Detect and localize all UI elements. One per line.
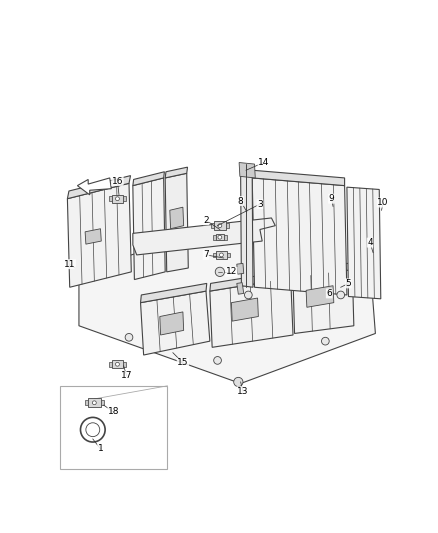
- Polygon shape: [214, 221, 226, 230]
- Polygon shape: [231, 298, 258, 321]
- Polygon shape: [170, 207, 184, 229]
- Polygon shape: [213, 253, 216, 257]
- Polygon shape: [109, 362, 112, 367]
- Polygon shape: [216, 234, 224, 240]
- Circle shape: [219, 253, 223, 257]
- Polygon shape: [112, 195, 123, 203]
- Polygon shape: [165, 167, 187, 178]
- Text: 3: 3: [257, 199, 263, 208]
- Bar: [60, 386, 167, 469]
- Polygon shape: [224, 235, 227, 239]
- Polygon shape: [226, 223, 229, 228]
- Text: 8: 8: [238, 197, 244, 206]
- Polygon shape: [67, 175, 131, 199]
- Circle shape: [321, 337, 329, 345]
- Circle shape: [234, 377, 243, 386]
- Polygon shape: [237, 263, 244, 274]
- Polygon shape: [100, 400, 103, 405]
- Polygon shape: [133, 172, 164, 185]
- Text: 13: 13: [237, 387, 249, 395]
- Circle shape: [215, 267, 224, 277]
- Polygon shape: [237, 282, 244, 294]
- Text: 4: 4: [367, 238, 373, 247]
- Text: 11: 11: [64, 260, 75, 269]
- Polygon shape: [109, 196, 112, 201]
- Polygon shape: [78, 178, 111, 195]
- Text: 5: 5: [346, 279, 351, 288]
- Circle shape: [214, 357, 221, 364]
- Polygon shape: [211, 223, 214, 228]
- Polygon shape: [67, 183, 131, 287]
- Polygon shape: [252, 178, 347, 295]
- Circle shape: [218, 235, 222, 239]
- Polygon shape: [216, 251, 227, 259]
- Polygon shape: [133, 218, 276, 255]
- Polygon shape: [227, 253, 230, 257]
- Polygon shape: [141, 291, 210, 355]
- Text: 10: 10: [378, 198, 389, 207]
- Circle shape: [92, 401, 96, 405]
- Polygon shape: [85, 400, 88, 405]
- Text: 14: 14: [258, 158, 269, 167]
- Text: 15: 15: [177, 358, 189, 367]
- Polygon shape: [347, 187, 381, 299]
- Polygon shape: [293, 270, 354, 334]
- Text: 1: 1: [98, 445, 103, 454]
- Circle shape: [218, 224, 222, 228]
- Polygon shape: [88, 398, 100, 407]
- Text: 6: 6: [326, 289, 332, 298]
- Polygon shape: [79, 230, 375, 384]
- Text: 9: 9: [328, 194, 334, 203]
- Circle shape: [116, 362, 120, 366]
- Polygon shape: [133, 178, 165, 280]
- Text: 16: 16: [112, 176, 123, 185]
- Text: 18: 18: [108, 408, 119, 416]
- Polygon shape: [165, 173, 188, 272]
- Text: 12: 12: [226, 268, 237, 276]
- Polygon shape: [123, 196, 126, 201]
- Polygon shape: [213, 235, 216, 239]
- Polygon shape: [293, 263, 353, 278]
- Circle shape: [116, 197, 120, 200]
- Polygon shape: [240, 175, 253, 287]
- Polygon shape: [85, 229, 101, 244]
- Polygon shape: [210, 270, 291, 291]
- Polygon shape: [141, 284, 207, 303]
- Text: 2: 2: [203, 216, 209, 225]
- Circle shape: [244, 291, 252, 299]
- Text: 17: 17: [121, 372, 132, 381]
- Polygon shape: [210, 278, 293, 348]
- Circle shape: [125, 334, 133, 341]
- Polygon shape: [239, 163, 255, 178]
- Polygon shape: [123, 362, 126, 367]
- Text: 7: 7: [203, 251, 209, 260]
- Polygon shape: [112, 360, 123, 368]
- Polygon shape: [160, 312, 184, 335]
- Polygon shape: [252, 170, 345, 185]
- Circle shape: [337, 291, 345, 299]
- Polygon shape: [306, 286, 334, 308]
